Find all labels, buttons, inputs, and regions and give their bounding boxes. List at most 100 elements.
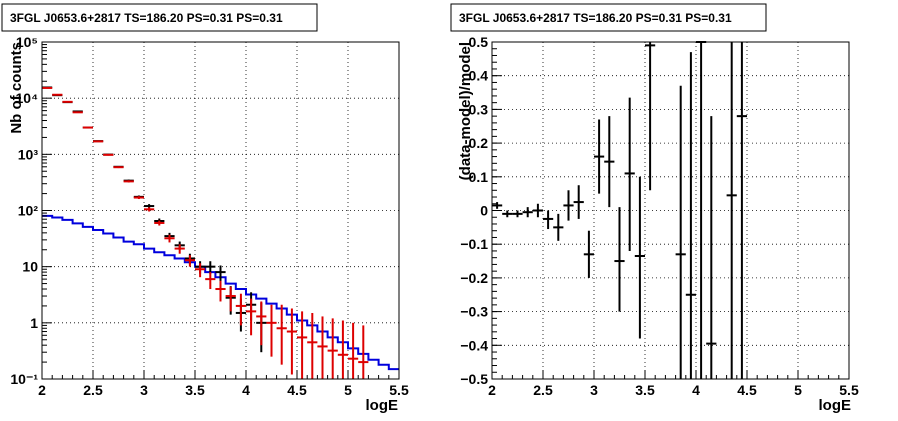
residual-point bbox=[512, 210, 523, 218]
residual-point bbox=[492, 202, 503, 209]
residuals-x-tick-label: 5.5 bbox=[839, 382, 859, 398]
residuals-grid bbox=[492, 42, 849, 379]
counts-y-axis-label: Nb of counts bbox=[8, 42, 25, 134]
counts-title: 3FGL J0653.6+2817 TS=186.20 PS=0.31 PS=0… bbox=[10, 11, 283, 25]
residuals-y-tick-label: 0.3 bbox=[469, 101, 489, 117]
residuals-y-tick-label: 0 bbox=[480, 203, 488, 219]
residuals-y-tick-label: −0.3 bbox=[460, 304, 488, 320]
counts-grid bbox=[42, 42, 399, 379]
residual-point bbox=[645, 42, 656, 191]
residual-point bbox=[736, 42, 747, 379]
residual-point bbox=[675, 85, 686, 379]
residual-point bbox=[553, 213, 564, 241]
residual-point bbox=[685, 52, 696, 379]
model-point bbox=[154, 220, 165, 226]
counts-x-tick-label: 5 bbox=[344, 382, 352, 398]
model-point bbox=[327, 318, 338, 379]
counts-x-tick-label: 3 bbox=[140, 382, 148, 398]
counts-frame bbox=[41, 41, 400, 380]
residual-point bbox=[522, 207, 533, 218]
model-point bbox=[266, 304, 277, 357]
residuals-x-tick-label: 3.5 bbox=[635, 382, 655, 398]
model-point bbox=[164, 234, 175, 243]
counts-x-tick-label: 5.5 bbox=[389, 382, 409, 398]
model-point bbox=[113, 166, 124, 169]
model-point bbox=[205, 272, 216, 290]
residuals-y-tick-label: −0.1 bbox=[460, 236, 488, 252]
counts-x-tick-label: 2.5 bbox=[83, 382, 103, 398]
residual-point bbox=[634, 176, 645, 339]
residual-point bbox=[604, 116, 615, 208]
residuals-y-tick-label: −0.4 bbox=[460, 337, 488, 353]
model-point bbox=[195, 263, 206, 278]
model-point bbox=[184, 255, 195, 267]
residual-point bbox=[614, 207, 625, 312]
model-point bbox=[123, 180, 134, 183]
residual-point bbox=[573, 185, 584, 219]
residuals-x-tick-label: 2.5 bbox=[533, 382, 553, 398]
residuals-frame bbox=[491, 41, 850, 380]
model-point bbox=[358, 325, 369, 379]
residuals-title-box bbox=[450, 3, 767, 32]
model-point bbox=[246, 298, 257, 336]
residual-point bbox=[726, 42, 737, 379]
model-point bbox=[235, 293, 246, 326]
counts-title-box bbox=[1, 3, 318, 32]
model-point bbox=[225, 286, 236, 312]
residuals-x-tick-label: 2 bbox=[488, 382, 496, 398]
counts-y-tick-label: 10³ bbox=[18, 146, 39, 162]
counts-x-tick-label: 4 bbox=[242, 382, 250, 398]
residuals-y-tick-label: 0.1 bbox=[469, 169, 489, 185]
residuals-y-axis-label: (data-model)/model bbox=[457, 42, 474, 180]
model-point bbox=[93, 140, 104, 143]
counts-axis-ticks: 2 2.5 3 3.5 4 4.5 5 5.5 10⁻¹ 1 10 10² 10³ 10⁴ 10⁵ bbox=[10, 34, 409, 398]
model-point bbox=[52, 93, 63, 96]
model-point bbox=[72, 111, 83, 114]
model-point bbox=[42, 86, 53, 89]
residuals-x-axis-label: logE bbox=[819, 397, 852, 414]
model-point bbox=[276, 304, 287, 365]
counts-panel: 3FGL J0653.6+2817 TS=186.20 PS=0.31 PS=0… bbox=[1, 3, 409, 414]
model-point bbox=[144, 207, 155, 212]
counts-y-tick-label: 10⁵ bbox=[16, 34, 38, 50]
counts-x-tick-label: 2 bbox=[38, 382, 46, 398]
counts-y-tick-label: 10² bbox=[18, 203, 39, 219]
residual-point bbox=[706, 116, 717, 379]
model-point bbox=[62, 100, 73, 103]
model-point bbox=[286, 308, 297, 375]
residuals-x-tick-label: 4.5 bbox=[737, 382, 757, 398]
residuals-title: 3FGL J0653.6+2817 TS=186.20 PS=0.31 PS=0… bbox=[459, 11, 732, 25]
counts-y-tick-label: 10 bbox=[22, 259, 38, 275]
counts-points bbox=[42, 86, 369, 379]
residual-point bbox=[624, 97, 635, 251]
model-point bbox=[215, 280, 226, 302]
residual-point bbox=[532, 203, 543, 218]
model-point bbox=[307, 312, 318, 379]
residuals-axis-ticks: 2 2.5 3 3.5 4 4.5 5 5.5 −0.5 −0.4 −0.3 −0.2 −0.1 0 0.1… bbox=[460, 34, 859, 398]
counts-x-tick-label: 4.5 bbox=[287, 382, 307, 398]
residuals-y-tick-label: 0.5 bbox=[469, 34, 489, 50]
residual-point bbox=[543, 210, 554, 230]
model-point bbox=[297, 311, 308, 379]
residuals-x-tick-label: 3 bbox=[590, 382, 598, 398]
counts-y-tick-label: 1 bbox=[30, 315, 38, 331]
model-point bbox=[174, 244, 185, 254]
residuals-y-tick-label: 0.2 bbox=[469, 135, 489, 151]
residuals-points bbox=[492, 41, 747, 379]
counts-y-tick-label: 10⁴ bbox=[16, 90, 39, 106]
counts-x-tick-label: 3.5 bbox=[185, 382, 205, 398]
model-point bbox=[82, 126, 93, 129]
model-point bbox=[133, 196, 144, 200]
model-point bbox=[348, 322, 359, 379]
counts-x-axis-label: logE bbox=[366, 397, 399, 414]
residuals-y-tick-label: 0.4 bbox=[469, 68, 489, 84]
residuals-x-tick-label: 4 bbox=[692, 382, 700, 398]
residual-point bbox=[583, 230, 594, 278]
model-point bbox=[103, 153, 114, 156]
residual-point bbox=[594, 119, 605, 194]
model-point bbox=[256, 301, 267, 346]
residuals-x-tick-label: 5 bbox=[794, 382, 802, 398]
counts-y-tick-label: 10⁻¹ bbox=[10, 371, 38, 387]
model-point bbox=[337, 320, 348, 379]
